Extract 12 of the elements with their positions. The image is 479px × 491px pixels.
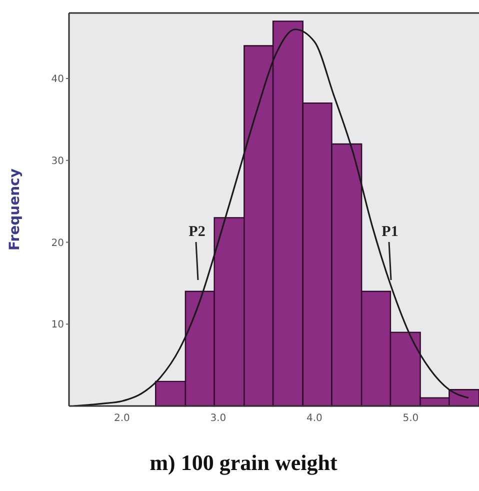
x-tick-label: 5.0 [402,413,419,424]
x-tick-label: 3.0 [210,413,226,424]
y-tick-label: 30 [51,156,64,167]
y-tick-label: 20 [51,238,64,249]
x-tick-label: 4.0 [306,413,322,424]
y-axis-title: Frequency [6,168,23,250]
text: m) 100 grain weight [148,450,338,476]
x-tick-label: 2.0 [114,413,130,424]
annotation: P2 [188,224,206,240]
y-tick-label: 40 [51,74,64,86]
y-tick-label: 10 [51,320,64,331]
annotation: P1 [382,224,398,240]
